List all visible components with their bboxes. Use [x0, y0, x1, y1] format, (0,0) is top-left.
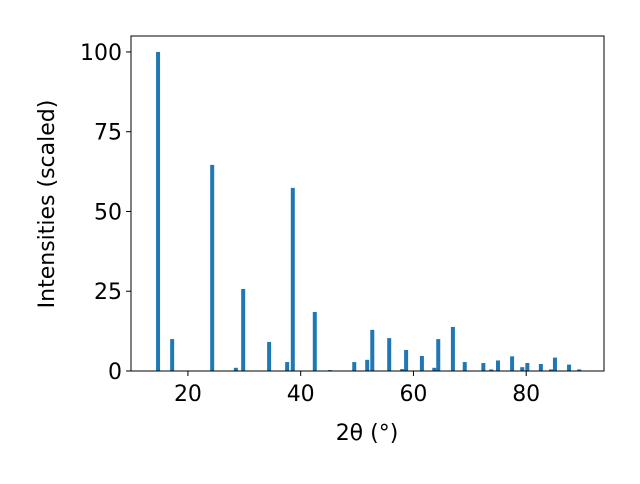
y-tick-label: 25: [94, 280, 122, 305]
bar: [267, 341, 272, 371]
bar: [520, 367, 525, 371]
bar: [489, 369, 494, 371]
y-tick-label: 0: [108, 360, 122, 385]
x-tick-label: 20: [174, 382, 202, 407]
bar: [352, 362, 357, 371]
bar: [290, 187, 295, 371]
bar: [241, 289, 246, 371]
bar: [370, 329, 375, 371]
x-tick-label: 60: [399, 382, 427, 407]
x-axis-label: 2θ (°): [336, 421, 399, 446]
bar: [567, 364, 572, 371]
bar: [170, 339, 175, 371]
bar: [432, 367, 437, 371]
bar: [510, 356, 515, 371]
bar: [156, 51, 161, 371]
bar: [538, 363, 543, 371]
bar: [387, 338, 392, 371]
bar: [525, 363, 530, 371]
bar: [404, 349, 409, 371]
bar: [400, 369, 405, 371]
bar: [285, 362, 290, 371]
bar: [419, 356, 424, 371]
x-tick-label: 40: [287, 382, 315, 407]
y-tick-label: 100: [80, 41, 122, 66]
y-tick-label: 50: [94, 200, 122, 225]
x-tick-label: 80: [512, 382, 540, 407]
bar: [481, 363, 486, 371]
plot-frame: [130, 35, 605, 372]
bar: [450, 326, 455, 371]
bar: [233, 367, 238, 371]
bar: [365, 359, 370, 371]
bar: [549, 369, 554, 371]
bar: [552, 357, 557, 371]
bar: [312, 311, 317, 371]
y-axis-label: Intensities (scaled): [35, 100, 60, 309]
bar: [496, 360, 501, 371]
bar: [462, 362, 467, 371]
bar: [577, 369, 582, 371]
bar: [210, 164, 215, 371]
bar: [436, 339, 441, 371]
y-tick-label: 75: [94, 121, 122, 146]
